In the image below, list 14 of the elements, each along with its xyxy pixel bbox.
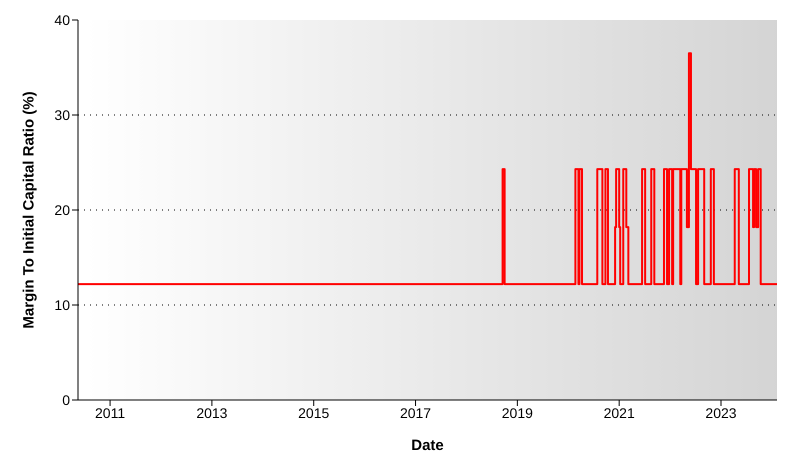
x-tick-label: 2015: [298, 404, 330, 421]
x-tick-label: 2013: [196, 404, 228, 421]
y-tick-label: 40: [54, 12, 70, 28]
x-tick-label: 2011: [95, 404, 126, 421]
x-tick-label: 2017: [400, 404, 432, 421]
y-axis-title: Margin To Initial Capital Ratio (%): [20, 91, 38, 329]
x-tick-label: 2019: [502, 404, 534, 421]
y-tick-label: 10: [54, 296, 70, 313]
x-tick-label: 2021: [604, 404, 635, 421]
y-tick-label: 30: [54, 106, 70, 123]
y-tick-label: 20: [54, 202, 70, 218]
x-tick-label: 2023: [705, 404, 737, 421]
y-tick-label: 0: [62, 392, 70, 408]
x-axis-title: Date: [411, 437, 444, 454]
